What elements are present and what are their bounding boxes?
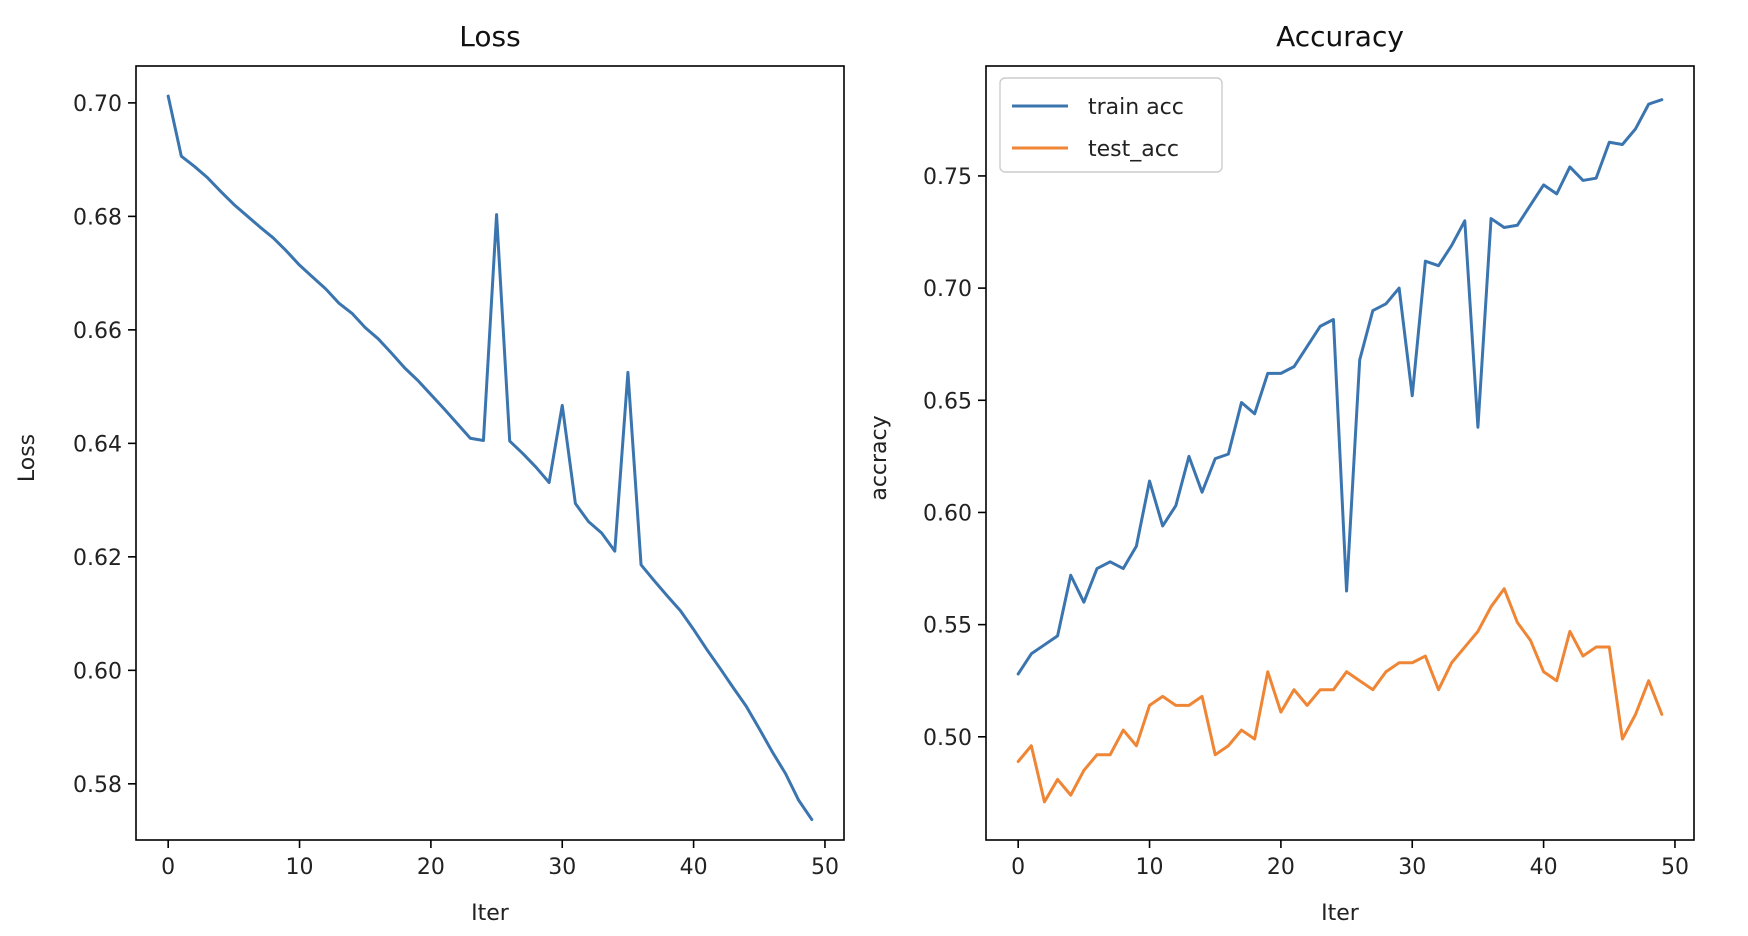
- accuracy-y-tick-label: 0.50: [923, 726, 972, 751]
- accuracy-legend: train acc test_acc: [999, 77, 1223, 173]
- accuracy-y-axis-label: accracy: [867, 415, 892, 500]
- loss-x-tick-label: 40: [680, 855, 708, 880]
- loss-x-tick-label: 0: [161, 855, 175, 880]
- loss-x-tick-label: 30: [548, 855, 576, 880]
- accuracy-x-tick-label: 20: [1267, 855, 1295, 880]
- loss-y-tick-label: 0.64: [73, 432, 122, 457]
- loss-y-tick-label: 0.58: [73, 773, 122, 798]
- accuracy-y-tick-label: 0.65: [923, 389, 972, 414]
- loss-y-tick-label: 0.66: [73, 319, 122, 344]
- accuracy-legend-label: train acc: [1088, 95, 1184, 120]
- loss-panel: Loss 0 10 20 30 40 50 0.58 0.60 0.62 0.64 0.66 0.68…: [15, 20, 845, 926]
- accuracy-panel: Accuracy 0 10 20 30 40 50 0.50 0.55 0.60 0.65 0.70…: [867, 20, 1695, 926]
- accuracy-title: Accuracy: [1276, 20, 1404, 53]
- accuracy-x-tick-label: 50: [1661, 855, 1689, 880]
- accuracy-y-tick-label: 0.55: [923, 614, 972, 639]
- accuracy-series-test-acc-line: [1016, 587, 1664, 804]
- accuracy-x-tick-label: 30: [1398, 855, 1426, 880]
- loss-y-tick-label: 0.60: [73, 659, 122, 684]
- loss-series-0-line: [166, 94, 814, 822]
- loss-x-tick-label: 50: [811, 855, 839, 880]
- loss-y-tick-label: 0.68: [73, 205, 122, 230]
- loss-x-axis-label: Iter: [471, 901, 510, 926]
- accuracy-y-tick-label: 0.75: [923, 165, 972, 190]
- loss-title: Loss: [459, 20, 520, 53]
- accuracy-axes-frame: [985, 65, 1695, 841]
- loss-y-tick-label: 0.62: [73, 546, 122, 571]
- accuracy-legend-label: test_acc: [1088, 137, 1179, 162]
- accuracy-x-tick-label: 0: [1011, 855, 1025, 880]
- accuracy-y-tick-label: 0.60: [923, 501, 972, 526]
- loss-x-tick-label: 10: [286, 855, 314, 880]
- accuracy-x-tick-label: 10: [1136, 855, 1164, 880]
- loss-x-tick-label: 20: [417, 855, 445, 880]
- accuracy-series-train-acc-line: [1016, 98, 1664, 676]
- accuracy-x-tick-label: 40: [1530, 855, 1558, 880]
- loss-y-tick-label: 0.70: [73, 92, 122, 117]
- accuracy-plot-area: 0 10 20 30 40 50 0.50 0.55 0.60 0.65 0.70 0.75 train…: [923, 65, 1695, 880]
- loss-y-axis-label: Loss: [15, 434, 40, 482]
- accuracy-y-tick-label: 0.70: [923, 277, 972, 302]
- loss-plot-area: 0 10 20 30 40 50 0.58 0.60 0.62 0.64 0.66 0.68 0.70: [73, 65, 845, 880]
- loss-axes-frame: [135, 65, 845, 841]
- accuracy-x-axis-label: Iter: [1321, 901, 1360, 926]
